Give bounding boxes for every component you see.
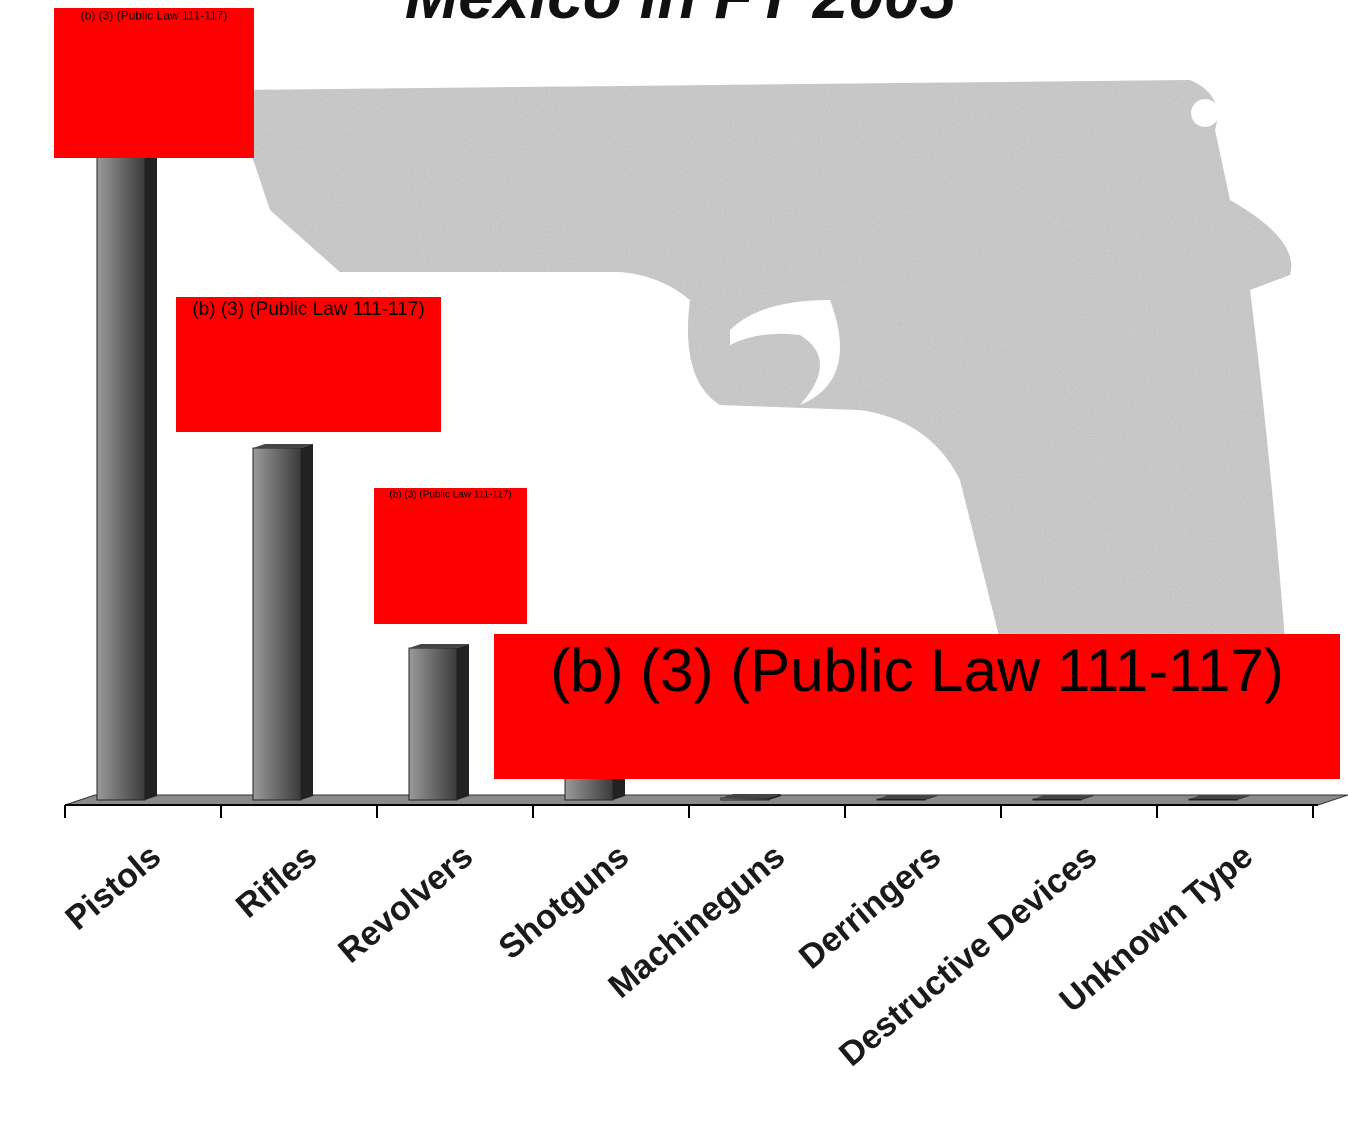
bar-side (925, 795, 937, 800)
redaction-label: (b) (3) (Public Law 111-117) (81, 8, 228, 22)
x-tick-label: Derringers (792, 837, 948, 977)
chart-title: Mexico in FY 2005 (405, 0, 957, 32)
x-tick-label: Revolvers (331, 837, 480, 971)
redaction-label: (b) (3) (Public Law 111-117) (550, 637, 1284, 704)
redaction-box (494, 634, 1340, 779)
bar (1032, 795, 1093, 801)
bar-front (876, 798, 926, 801)
bar-front (252, 447, 302, 801)
bar-front (408, 647, 458, 801)
bar-top (877, 795, 937, 799)
bar-top (1033, 795, 1093, 799)
x-tick-label: Pistols (58, 837, 168, 938)
bar-side (301, 444, 313, 800)
bar-side (1081, 795, 1093, 800)
x-tick-label: Shotguns (492, 837, 637, 967)
bar (408, 644, 469, 801)
redaction-box (54, 8, 254, 158)
redaction-box (374, 488, 527, 624)
bar (720, 794, 781, 801)
bar (252, 444, 313, 801)
bar-front (720, 797, 770, 801)
bar-side (769, 794, 781, 800)
bar-side (457, 644, 469, 800)
bar-top (1189, 795, 1249, 799)
bar-side (1237, 795, 1249, 800)
bar-top (721, 794, 781, 798)
redaction-label: (b) (3) (Public Law 111-117) (192, 299, 424, 320)
bar-top (409, 644, 469, 648)
bar-top (253, 444, 313, 448)
bar-front (1188, 798, 1238, 801)
bar-front (1032, 798, 1082, 801)
x-tick-label: Rifles (229, 837, 324, 926)
bar (1188, 795, 1249, 801)
bar (876, 795, 937, 801)
pistol-silhouette (240, 80, 1292, 640)
x-tick-label: Destructive Devices (832, 837, 1104, 1074)
bar-side (145, 16, 157, 800)
redaction-box (176, 297, 441, 432)
redaction-label: (b) (3) (Public Law 111-117) (389, 490, 511, 501)
